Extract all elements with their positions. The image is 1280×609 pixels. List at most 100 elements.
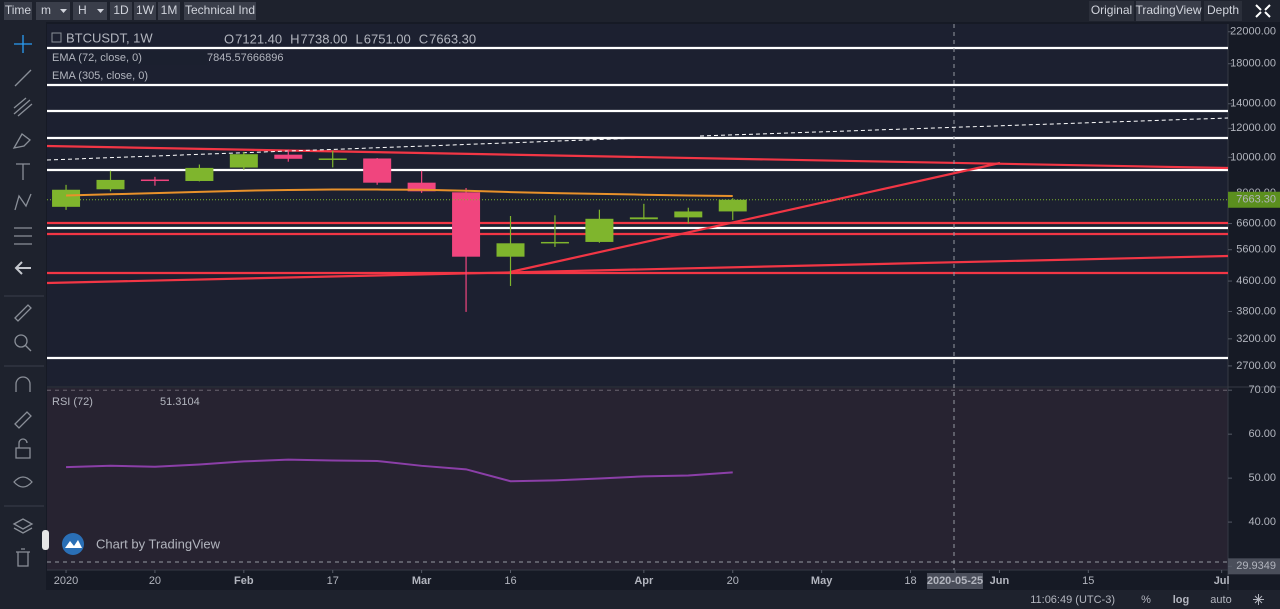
view-button[interactable] — [1089, 1, 1134, 21]
toolbar-label: H — [78, 3, 87, 17]
channel-tool[interactable] — [13, 97, 33, 117]
delete-tool[interactable] — [16, 548, 30, 567]
watermark: Chart by TradingView — [62, 533, 221, 555]
status-button[interactable]: auto — [1210, 594, 1231, 606]
ruler-tool[interactable] — [14, 304, 32, 322]
candle-body — [140, 179, 169, 182]
status-button[interactable]: log — [1173, 594, 1190, 606]
candle-body — [718, 199, 747, 212]
y-tick-label: 3800.00 — [1236, 305, 1276, 317]
fib-tool[interactable] — [14, 227, 32, 245]
y-tick-label: 12000.00 — [1230, 122, 1276, 134]
ohlc-value: 7738.00 — [301, 31, 348, 46]
rsi-name: RSI (72) — [52, 396, 93, 408]
x-tick-label: 2020-05-25 — [927, 575, 983, 587]
toolbar-button[interactable] — [134, 2, 156, 20]
status-button[interactable]: % — [1141, 594, 1151, 606]
trend-line-tool[interactable] — [14, 69, 32, 87]
y-tick-label: 4600.00 — [1236, 275, 1276, 287]
x-tick-label: 20 — [149, 575, 161, 587]
candle-body — [363, 158, 392, 183]
candle-body — [52, 189, 81, 207]
magnet-tool[interactable] — [15, 376, 31, 392]
clock: 11:06:49 (UTC-3) — [1030, 594, 1115, 606]
view-button[interactable] — [1204, 1, 1242, 21]
candle-body — [229, 154, 258, 168]
toolbar-button[interactable] — [36, 2, 70, 20]
y-tick-label: 14000.00 — [1230, 98, 1276, 110]
toolbar-label: 1D — [113, 3, 129, 17]
indicator-value: 7845.57666896 — [207, 52, 283, 64]
ema-line — [66, 188, 733, 198]
pattern-tool[interactable] — [14, 193, 32, 211]
y-tick-label: 40.00 — [1248, 516, 1276, 528]
hide-tool[interactable] — [13, 476, 33, 488]
rsi-pane — [47, 388, 1228, 570]
toolbar-label: 1W — [136, 3, 155, 17]
view-button[interactable] — [1136, 1, 1201, 21]
watermark-text[interactable]: Chart by TradingView — [96, 536, 221, 551]
y-tick-label: 18000.00 — [1230, 58, 1276, 70]
candle-body — [674, 211, 703, 218]
dashed-trend-line — [46, 137, 641, 161]
x-tick-label: May — [811, 575, 833, 587]
candle-body — [629, 217, 658, 220]
brush-tool[interactable] — [12, 133, 31, 149]
toolbar-button[interactable] — [158, 2, 180, 20]
candle-body — [96, 179, 125, 190]
x-tick-label: Jun — [990, 575, 1010, 587]
candle-body — [318, 158, 347, 160]
y-tick-label: 22000.00 — [1230, 26, 1276, 38]
ohlc-value: 6751.00 — [364, 31, 411, 46]
candle-body — [452, 192, 481, 257]
back-tool[interactable] — [14, 261, 31, 275]
candle-body — [496, 243, 525, 257]
y-tick-label: 29.9349 — [1236, 560, 1276, 572]
symbol: BTCUSDT, 1W — [66, 30, 153, 45]
ohlc-key: H — [290, 31, 299, 46]
text-tool[interactable] — [16, 163, 30, 180]
chart-layer: 22000.00 18000.00 14000.00 12000.00 10000.00… — [47, 26, 1280, 589]
toolbar-toggle[interactable] — [42, 530, 49, 550]
fullscreen-icon[interactable] — [1255, 4, 1271, 18]
rsi-value: 51.3104 — [160, 396, 200, 408]
y-tick-label: 2700.00 — [1236, 360, 1276, 372]
stay-drawing-tool[interactable] — [14, 411, 32, 429]
y-tick-label: 70.00 — [1248, 384, 1276, 396]
toolbar-button[interactable] — [110, 2, 132, 20]
x-tick-label: 17 — [327, 575, 339, 587]
zoom-tool[interactable] — [14, 334, 32, 352]
legend: BTCUSDT, 1W EMA (72, close, 0) 7845.5766… — [51, 30, 283, 408]
candle-body — [185, 167, 214, 182]
candle-body — [274, 154, 303, 159]
toolbar-label: 1M — [161, 3, 178, 17]
x-tick-label: Jul — [1214, 575, 1230, 587]
ohlc-value: 7663.30 — [429, 31, 476, 46]
candle-body — [407, 182, 436, 192]
ohlc-key: C — [419, 31, 428, 46]
lock-tool[interactable] — [15, 438, 31, 459]
view-label: Depth — [1207, 3, 1239, 17]
trend-line — [46, 144, 1229, 170]
ohlc-value: 7121.40 — [235, 31, 282, 46]
toolbar-button[interactable] — [184, 2, 256, 20]
x-tick-label: 20 — [727, 575, 739, 587]
toolbar-label: Time — [5, 3, 32, 17]
legend-collapse[interactable] — [51, 32, 62, 43]
candle-body — [540, 241, 569, 244]
view-label: Original — [1091, 3, 1132, 17]
layers-tool[interactable] — [12, 518, 34, 534]
watermark-logo-mark — [65, 540, 82, 548]
x-tick-label: Apr — [634, 575, 654, 587]
toolbar-button[interactable] — [4, 2, 32, 20]
crosshair-tool[interactable] — [14, 35, 32, 53]
drawing-tools — [4, 35, 44, 567]
user-drawings — [46, 46, 1229, 360]
last-price-label: 7663.30 — [1236, 194, 1276, 206]
status-bar — [0, 590, 1280, 609]
ohlc-key: O — [224, 31, 234, 46]
settings-icon[interactable] — [1253, 594, 1264, 605]
toolbar-button[interactable] — [73, 2, 107, 20]
